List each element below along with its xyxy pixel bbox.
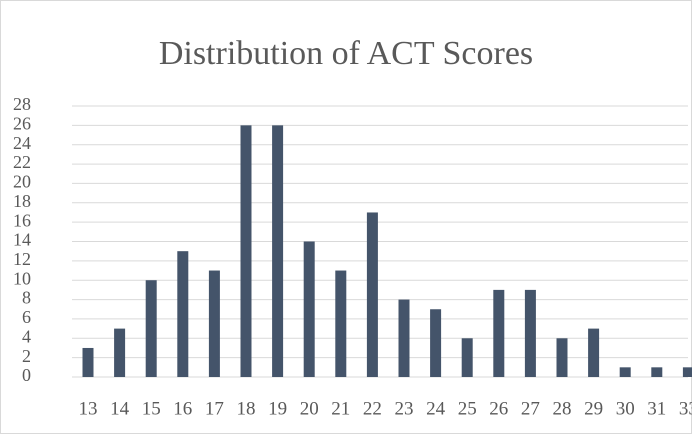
x-tick-label: 33	[679, 398, 692, 419]
x-tick-label: 16	[173, 398, 192, 419]
bar	[335, 270, 347, 377]
y-tick-label: 2	[22, 346, 31, 366]
x-tick-label: 26	[489, 398, 508, 419]
x-tick-label: 30	[616, 398, 635, 419]
bar	[366, 212, 378, 377]
bar	[524, 289, 536, 377]
x-tick-label: 27	[521, 398, 540, 419]
x-tick-label: 21	[331, 398, 350, 419]
x-tick-label: 18	[237, 398, 256, 419]
y-tick-label: 28	[13, 94, 31, 114]
y-tick-label: 8	[22, 288, 31, 308]
bar	[208, 270, 220, 377]
x-tick-label: 14	[110, 398, 130, 419]
y-tick-label: 6	[22, 307, 31, 327]
y-tick-label: 4	[22, 326, 31, 346]
x-tick-label: 28	[553, 398, 572, 419]
y-tick-label: 16	[13, 210, 31, 230]
bar	[82, 347, 94, 377]
y-tick-label: 22	[13, 152, 31, 172]
x-tick-label: 24	[426, 398, 446, 419]
bar	[145, 280, 157, 377]
y-tick-label: 12	[13, 249, 31, 269]
x-tick-label: 17	[205, 398, 224, 419]
bar	[398, 299, 410, 377]
x-tick-label: 29	[584, 398, 603, 419]
bar	[461, 338, 473, 377]
x-tick-label: 23	[395, 398, 414, 419]
bar	[493, 289, 505, 377]
x-tick-label: 25	[458, 398, 477, 419]
bar	[240, 125, 252, 377]
bar	[303, 241, 315, 377]
bar	[682, 367, 692, 377]
y-tick-label: 26	[13, 113, 31, 133]
chart-title: Distribution of ACT Scores	[159, 35, 533, 72]
y-tick-label: 0	[22, 365, 31, 385]
bar	[430, 309, 442, 377]
x-tick-label: 20	[300, 398, 319, 419]
x-tick-label: 15	[142, 398, 161, 419]
x-tick-label: 19	[268, 398, 287, 419]
y-tick-label: 10	[13, 268, 31, 288]
y-tick-label: 24	[13, 133, 31, 153]
y-tick-label: 20	[13, 172, 31, 192]
bar	[588, 328, 600, 377]
x-tick-label: 22	[363, 398, 382, 419]
bar	[651, 367, 663, 377]
bar	[556, 338, 568, 377]
bar	[272, 125, 284, 377]
y-tick-label: 14	[13, 230, 31, 250]
bar	[619, 367, 631, 377]
x-tick-label: 13	[79, 398, 98, 419]
bar	[114, 328, 126, 377]
y-tick-label: 18	[13, 191, 31, 211]
x-tick-label: 31	[647, 398, 666, 419]
bar	[177, 251, 189, 377]
